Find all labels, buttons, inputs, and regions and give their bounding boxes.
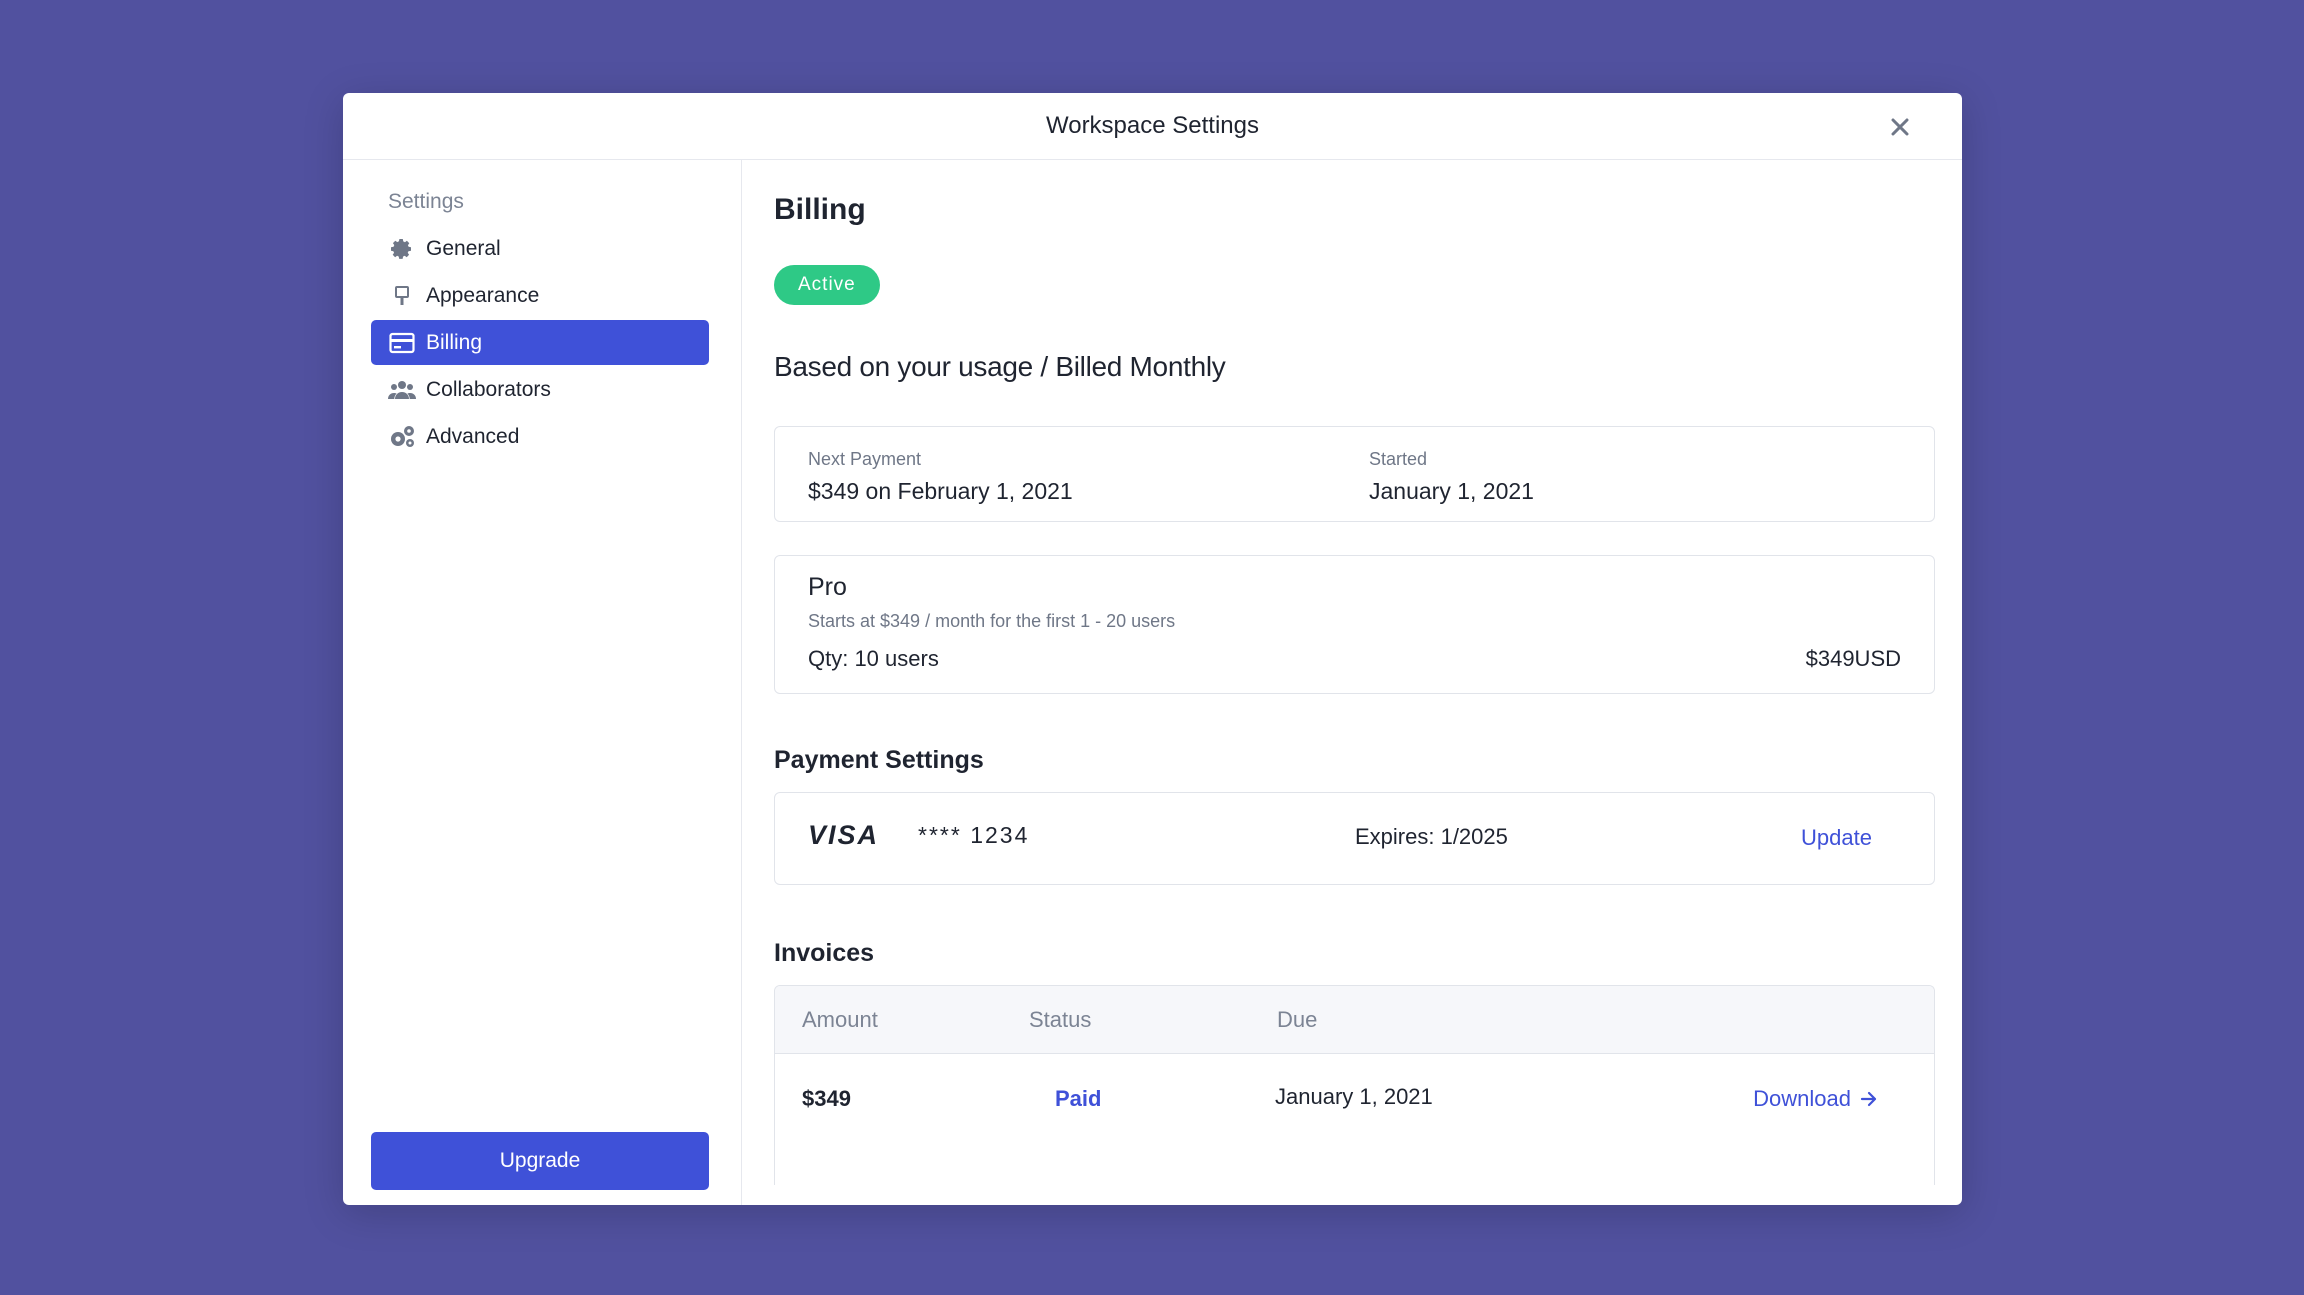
credit-card-icon bbox=[388, 329, 416, 357]
status-badge: Active bbox=[774, 265, 880, 305]
plan-card: Pro Starts at $349 / month for the first… bbox=[774, 555, 1935, 694]
visa-logo: VISA bbox=[808, 820, 880, 850]
started-label: Started bbox=[1369, 449, 1428, 469]
sidebar-item-label: Appearance bbox=[426, 283, 540, 307]
billing-panel: Billing Active Based on your usage / Bil… bbox=[742, 160, 1962, 1205]
started-date: January 1, 2021 bbox=[1369, 478, 1534, 504]
close-icon bbox=[1891, 118, 1909, 136]
column-header-amount: Amount bbox=[802, 1007, 878, 1032]
upgrade-button[interactable]: Upgrade bbox=[371, 1132, 709, 1190]
plan-quantity: Qty: 10 users bbox=[808, 646, 939, 671]
download-invoice-link[interactable]: Download bbox=[1753, 1086, 1879, 1112]
column-header-due: Due bbox=[1277, 1007, 1318, 1032]
sidebar-item-general[interactable]: General bbox=[371, 226, 709, 271]
sidebar-item-label: Collaborators bbox=[426, 377, 551, 401]
sidebar-item-label: Billing bbox=[426, 330, 483, 354]
sidebar-nav: General Appearance bbox=[343, 226, 741, 459]
workspace-settings-modal: Workspace Settings Settings General bbox=[343, 93, 1962, 1205]
table-row: $349 Paid January 1, 2021 Download bbox=[775, 1054, 1934, 1142]
modal-header: Workspace Settings bbox=[343, 93, 1962, 160]
update-payment-link[interactable]: Update bbox=[1801, 825, 1872, 850]
gears-icon bbox=[388, 423, 416, 451]
modal-body: Settings General bbox=[343, 160, 1962, 1205]
close-button[interactable] bbox=[1882, 109, 1918, 145]
gear-icon bbox=[388, 235, 416, 263]
started-section: Started January 1, 2021 bbox=[1369, 449, 1534, 505]
next-payment-value: $349 on February 1, 2021 bbox=[808, 478, 1073, 505]
card-number: **** 1234 bbox=[918, 822, 1030, 848]
sidebar-heading: Settings bbox=[388, 190, 464, 213]
page-title: Billing bbox=[774, 193, 866, 226]
sidebar-item-billing[interactable]: Billing bbox=[371, 320, 709, 365]
sidebar-item-collaborators[interactable]: Collaborators bbox=[371, 367, 709, 412]
table-header: Amount Status Due bbox=[775, 986, 1934, 1054]
billing-summary: Based on your usage / Billed Monthly bbox=[774, 351, 1226, 382]
sidebar-item-appearance[interactable]: Appearance bbox=[371, 273, 709, 318]
invoices-title: Invoices bbox=[774, 939, 875, 967]
brush-icon bbox=[388, 282, 416, 310]
next-payment-amount: $349 on bbox=[808, 478, 892, 504]
plan-description: Starts at $349 / month for the first 1 -… bbox=[808, 611, 1176, 631]
users-icon bbox=[388, 376, 416, 404]
download-label: Download bbox=[1753, 1086, 1851, 1111]
next-payment-date: February 1, 2021 bbox=[897, 478, 1073, 504]
invoice-due-date: January 1, 2021 bbox=[1275, 1084, 1433, 1109]
arrow-right-icon bbox=[1860, 1091, 1877, 1107]
next-payment-section: Next Payment $349 on February 1, 2021 bbox=[808, 449, 1073, 505]
invoices-table: Amount Status Due $349 Paid January 1, 2… bbox=[774, 985, 1935, 1185]
plan-price: $349USD bbox=[1805, 646, 1901, 671]
sidebar-item-advanced[interactable]: Advanced bbox=[371, 414, 709, 459]
sidebar: Settings General bbox=[343, 160, 742, 1205]
column-header-status: Status bbox=[1029, 1007, 1092, 1032]
card-expiry: Expires: 1/2025 bbox=[1355, 824, 1508, 849]
next-payment-label: Next Payment bbox=[808, 449, 922, 469]
sidebar-item-label: General bbox=[426, 236, 501, 260]
payment-card: VISA **** 1234 Expires: 1/2025 Update bbox=[774, 792, 1935, 885]
plan-name: Pro bbox=[808, 573, 847, 601]
invoice-status: Paid bbox=[1055, 1086, 1102, 1111]
invoice-amount: $349 bbox=[802, 1086, 851, 1111]
modal-title: Workspace Settings bbox=[1046, 112, 1259, 139]
payment-settings-title: Payment Settings bbox=[774, 746, 984, 774]
next-payment-card: Next Payment $349 on February 1, 2021 St… bbox=[774, 426, 1935, 522]
sidebar-item-label: Advanced bbox=[426, 424, 520, 448]
